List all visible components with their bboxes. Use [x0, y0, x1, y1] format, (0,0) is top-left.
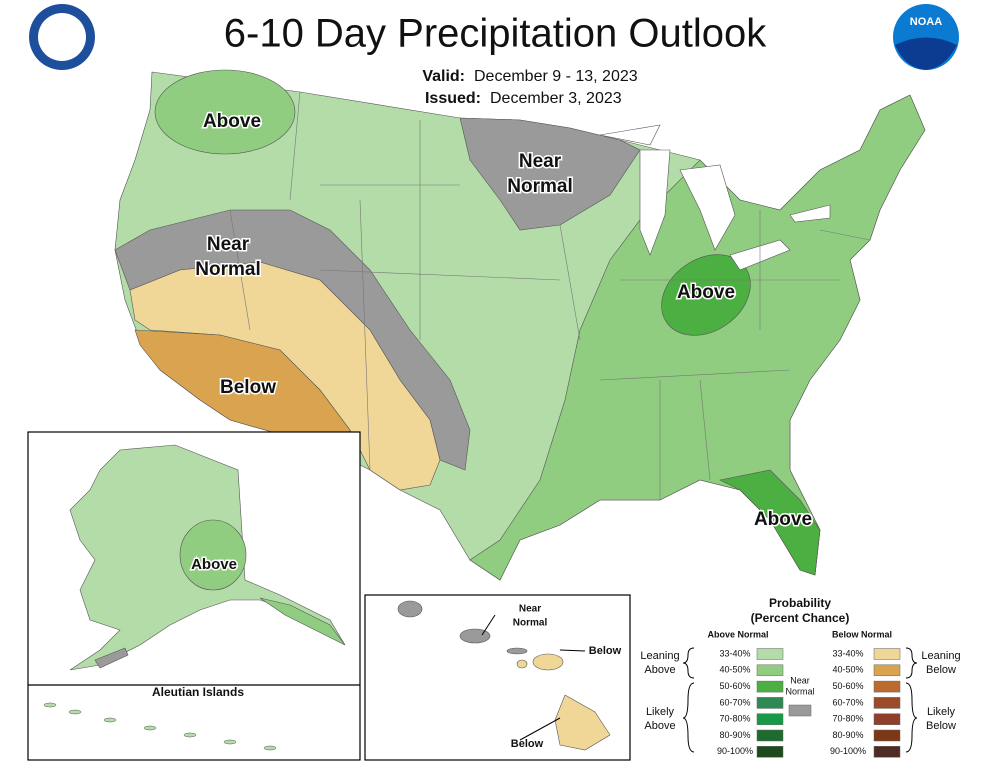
- legend-label: 40-50%: [719, 665, 750, 675]
- legend-swatch: [788, 704, 812, 717]
- region-label: Near: [519, 604, 541, 615]
- legend-swatch: [756, 680, 784, 693]
- legend-label: 60-70%: [832, 697, 863, 707]
- legend-label: 50-60%: [832, 681, 863, 691]
- conus-map: [114, 69, 926, 581]
- legend-swatch: [756, 746, 784, 758]
- legend-group: Leaning: [640, 650, 679, 662]
- legend-group: Above: [644, 664, 675, 676]
- region-above-50: [719, 469, 821, 576]
- region-label: Normal: [195, 259, 260, 280]
- hawaii-island: [506, 647, 528, 655]
- region-near-normal: [459, 117, 641, 231]
- hawaii-island: [554, 694, 611, 751]
- noaa-logo-text: NOAA: [910, 16, 942, 28]
- hawaii-island: [516, 659, 528, 669]
- noaa-logo-wave: [895, 37, 957, 70]
- region-label: Above: [191, 556, 237, 573]
- legend-label: 70-80%: [719, 714, 750, 724]
- legend-label: 70-80%: [832, 714, 863, 724]
- legend-group: Above: [644, 720, 675, 732]
- issued-label: Issued:: [425, 90, 481, 107]
- leader-lines: [481, 614, 586, 741]
- aleutian-title: Aleutian Islands: [152, 685, 244, 699]
- region-above-40: [154, 69, 296, 155]
- region-label: Below: [589, 645, 622, 657]
- legend-label: 60-70%: [719, 697, 750, 707]
- legend-group: Likely: [927, 706, 956, 718]
- lake: [789, 204, 831, 223]
- legend-label: 90-100%: [830, 746, 866, 756]
- aleutian-island: [223, 739, 237, 745]
- hawaii-map: [397, 600, 611, 751]
- hawaii-island: [532, 653, 564, 671]
- legend-label: 33-40%: [719, 648, 750, 658]
- legend-swatch: [756, 697, 784, 709]
- legend-swatch: [873, 664, 901, 677]
- legend-swatch: [756, 664, 784, 677]
- commerce-seal-inner: [38, 13, 86, 61]
- legend-group: Likely: [646, 706, 675, 718]
- aleutian-island: [43, 702, 57, 708]
- aleutian-island: [103, 717, 117, 723]
- region-label: Near: [519, 151, 562, 172]
- hawaii-island: [459, 628, 491, 644]
- state-lines: [229, 91, 871, 500]
- region-label: Above: [203, 111, 261, 132]
- lake: [599, 124, 661, 146]
- aleutian-island: [68, 709, 82, 715]
- legend-swatch: [873, 713, 901, 725]
- region-label: Below: [511, 738, 544, 750]
- alaska-above-40: [259, 597, 346, 646]
- legend-group: Leaning: [921, 650, 960, 662]
- alaska-map: [43, 444, 346, 751]
- title: 6-10 Day Precipitation Outlook: [224, 12, 768, 56]
- legend-swatch: [756, 648, 784, 660]
- legend-header: Below Normal: [832, 629, 892, 639]
- alaska-above-40: [179, 519, 247, 591]
- alaska-near-normal: [94, 647, 129, 669]
- legend: Probability (Percent Chance) Above Norma…: [640, 596, 961, 758]
- legend-label: 80-90%: [832, 730, 863, 740]
- lake: [639, 149, 671, 256]
- legend-label: 90-100%: [717, 746, 753, 756]
- legend-header: Above Normal: [707, 629, 768, 639]
- legend-swatch: [756, 729, 784, 742]
- hawaii-island: [397, 600, 423, 618]
- legend-near: Near: [790, 675, 810, 685]
- legend-near: Normal: [785, 686, 814, 696]
- legend-label: 33-40%: [832, 648, 863, 658]
- aleutian-island: [143, 725, 157, 731]
- legend-swatch: [873, 697, 901, 709]
- legend-braces: [682, 647, 918, 753]
- region-label: Normal: [507, 176, 572, 197]
- lake: [679, 164, 736, 251]
- legend-label: 50-60%: [719, 681, 750, 691]
- legend-swatch: [873, 680, 901, 693]
- legend-swatch: [873, 648, 901, 660]
- legend-label: 80-90%: [719, 730, 750, 740]
- legend-title: Probability: [769, 596, 831, 610]
- region-label: Near: [207, 234, 250, 255]
- aleutian-island: [183, 732, 197, 738]
- valid-dates: December 9 - 13, 2023: [474, 68, 638, 85]
- legend-group: Below: [926, 664, 956, 676]
- legend-group: Below: [926, 720, 956, 732]
- region-label: Above: [677, 282, 735, 303]
- region-label: Above: [754, 509, 812, 530]
- legend-label: 40-50%: [832, 665, 863, 675]
- region-label: Below: [220, 377, 276, 398]
- legend-subtitle: (Percent Chance): [751, 611, 850, 625]
- legend-swatch: [756, 713, 784, 725]
- aleutian-island: [263, 745, 277, 751]
- valid-label: Valid:: [422, 68, 465, 85]
- region-label: Normal: [513, 618, 548, 629]
- legend-swatch: [873, 729, 901, 742]
- issued-date: December 3, 2023: [490, 90, 622, 107]
- legend-swatch: [873, 746, 901, 758]
